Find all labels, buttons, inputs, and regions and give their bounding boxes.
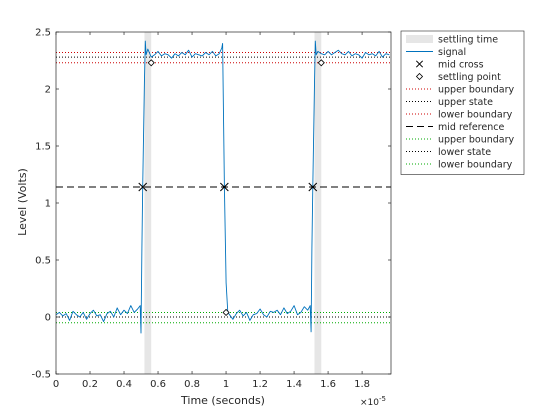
y-tick-label-6: 2.5 <box>35 28 51 39</box>
legend-label-9: lower state <box>438 147 491 158</box>
settling-region-1 <box>314 32 322 374</box>
axes-layer: 0 0.2 0.4 0.6 0.8 1 1.2 1.4 1.6 1.8-0.500.511.522… <box>31 28 392 390</box>
mid-cross-marker-2 <box>308 182 318 192</box>
x-exponent-power: -5 <box>379 395 386 403</box>
y-tick-label-0: -0.5 <box>31 370 51 381</box>
legend-label-2: mid cross <box>438 60 484 71</box>
legend-label-0: settling time <box>438 35 498 46</box>
legend-label-10: lower boundary <box>438 160 513 171</box>
y-tick-label-5: 2 <box>45 85 51 96</box>
x-tick-label-6: 1.2 <box>252 379 268 390</box>
settling-point-marker-0 <box>147 59 155 67</box>
x-exponent-base: ×10 <box>360 398 379 408</box>
settling-point-marker-2 <box>317 59 325 67</box>
x-axis-exponent: ×10-5 <box>360 395 386 408</box>
x-tick-label-0: 0 <box>53 379 59 390</box>
x-tick-label-3: 0.6 <box>150 379 166 390</box>
legend-box <box>400 30 525 175</box>
x-axis-label: Time (seconds) <box>180 394 265 407</box>
x-tick-label-9: 1.8 <box>354 379 370 390</box>
x-tick-label-1: 0.2 <box>82 379 98 390</box>
y-tick-label-3: 1 <box>45 199 51 210</box>
x-tick-label-7: 1.4 <box>286 379 302 390</box>
legend-label-6: lower boundary <box>438 110 513 121</box>
y-axis-label: Level (Volts) <box>16 168 29 236</box>
x-tick-label-8: 1.6 <box>320 379 336 390</box>
y-tick-label-2: 0.5 <box>35 256 51 267</box>
y-tick-label-4: 1.5 <box>35 142 51 153</box>
legend-label-4: upper boundary <box>438 85 514 96</box>
legend-label-1: signal <box>438 47 466 58</box>
settling-region-0 <box>144 32 152 374</box>
legend-label-5: upper state <box>438 97 493 108</box>
legend-swatch-3 <box>415 72 424 81</box>
x-tick-label-5: 1 <box>223 379 229 390</box>
mid-cross-marker-1 <box>219 182 229 192</box>
legend-swatch-0 <box>406 35 433 43</box>
legend-swatch-2 <box>415 60 424 68</box>
y-tick-label-1: 0 <box>45 313 51 324</box>
legend-label-8: upper boundary <box>438 135 514 146</box>
x-tick-label-2: 0.4 <box>116 379 132 390</box>
plot-layer <box>55 32 391 374</box>
x-tick-label-4: 0.8 <box>184 379 200 390</box>
legend-label-3: settling point <box>438 72 501 83</box>
series-signal <box>55 40 390 334</box>
settling-point-marker-1 <box>222 308 230 317</box>
legend-label-7: mid reference <box>438 122 504 133</box>
mid-cross-marker-0 <box>138 182 148 192</box>
